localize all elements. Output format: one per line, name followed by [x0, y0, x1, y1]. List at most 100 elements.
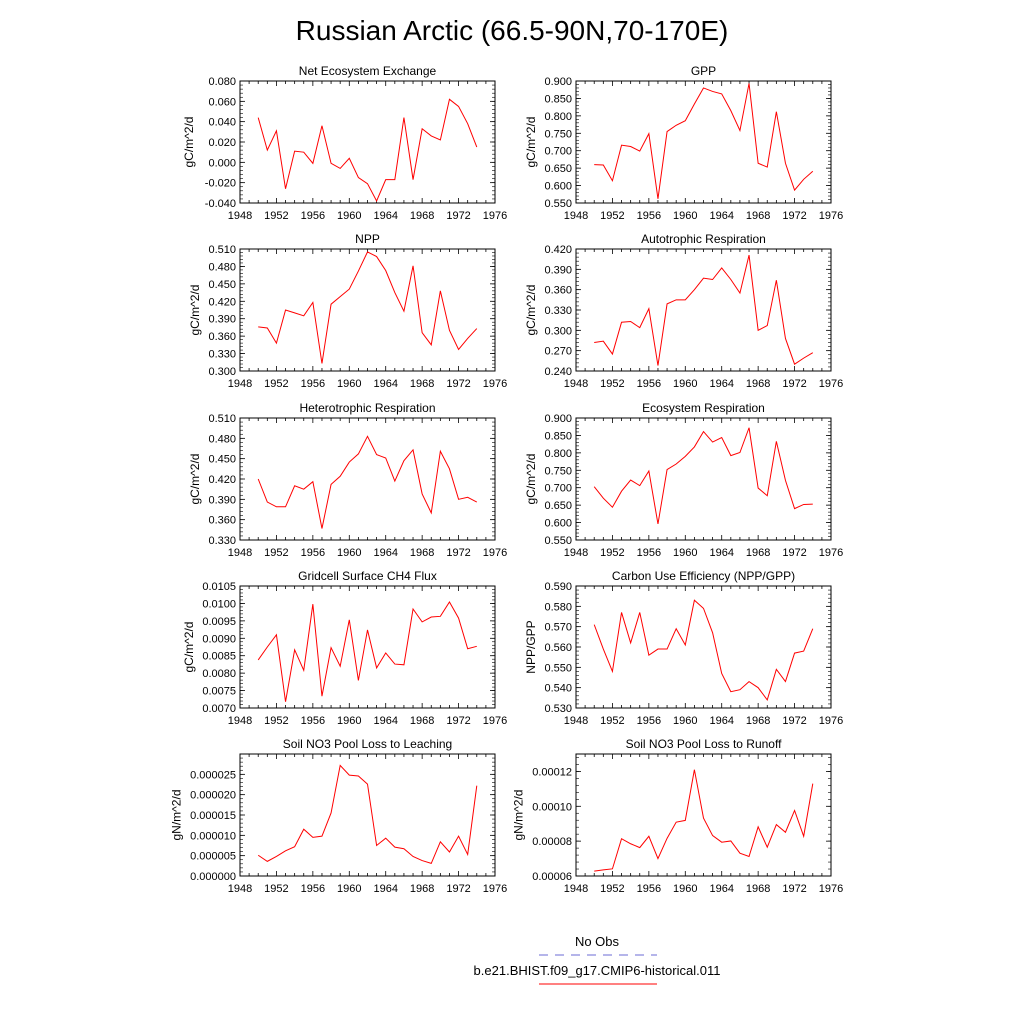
data-point [684, 643, 687, 646]
data-point [412, 264, 415, 267]
y-tick-label: 0.000000 [190, 871, 236, 883]
data-point [802, 357, 805, 360]
y-tick-label: 0.080 [208, 76, 236, 88]
x-tick-label: 1952 [264, 883, 288, 895]
x-tick-label: 1956 [301, 883, 325, 895]
data-point [457, 498, 460, 501]
y-axis-label: gC/m^2/d [182, 117, 196, 168]
data-point [775, 440, 778, 443]
y-tick-label: 0.00012 [532, 766, 572, 778]
data-point [811, 782, 814, 785]
plot-frame [575, 417, 832, 541]
data-point [738, 292, 741, 295]
data-point [384, 837, 387, 840]
x-tick-label: 1964 [709, 883, 733, 895]
data-point [284, 187, 287, 190]
data-point [302, 669, 305, 672]
y-tick-label: 0.550 [544, 662, 572, 674]
data-point [357, 774, 360, 777]
data-point [448, 601, 451, 604]
data-point [412, 855, 415, 858]
x-tick-label: 1948 [564, 378, 588, 390]
y-tick-label: 0.0085 [202, 651, 236, 663]
data-point [257, 854, 260, 857]
panel-title: GPP [691, 64, 716, 78]
data-point [638, 150, 641, 153]
data-point [647, 654, 650, 657]
data-point [357, 176, 360, 179]
y-tick-label: 0.650 [544, 163, 572, 175]
data-point [384, 178, 387, 181]
x-tick-label: 1972 [446, 547, 470, 559]
y-tick-label: 0.0075 [202, 686, 236, 698]
x-tick-label: 1964 [709, 547, 733, 559]
y-tick-label: 0.750 [544, 128, 572, 140]
data-point [611, 353, 614, 356]
y-axis-label: gN/m^2/d [169, 790, 183, 841]
data-point [656, 857, 659, 860]
data-point [439, 289, 442, 292]
data-point [293, 845, 296, 848]
data-point [602, 497, 605, 500]
data-point [257, 116, 260, 119]
data-point [629, 641, 632, 644]
panel-title: Heterotrophic Respiration [299, 401, 435, 415]
x-tick-label: 1952 [600, 547, 624, 559]
data-point [611, 179, 614, 182]
data-point [339, 167, 342, 170]
y-tick-label: 0.420 [544, 244, 572, 256]
data-point [302, 151, 305, 154]
x-tick-label: 1948 [564, 883, 588, 895]
x-tick-label: 1948 [228, 547, 252, 559]
data-point [266, 327, 269, 330]
x-tick-label: 1964 [709, 378, 733, 390]
data-point [448, 851, 451, 854]
data-point [784, 337, 787, 340]
y-tick-label: 0.850 [544, 93, 572, 105]
data-point [693, 599, 696, 602]
y-tick-label: 0.420 [208, 296, 236, 308]
data-point [330, 162, 333, 165]
x-tick-label: 1952 [600, 378, 624, 390]
data-point [348, 461, 351, 464]
x-tick-label: 1948 [228, 378, 252, 390]
data-point [375, 453, 378, 456]
data-point [466, 122, 469, 125]
x-tick-label: 1948 [564, 210, 588, 222]
x-tick-label: 1960 [673, 378, 697, 390]
data-point [666, 130, 669, 133]
data-point [402, 847, 405, 850]
data-point [784, 162, 787, 165]
data-point [275, 129, 278, 132]
data-point [384, 651, 387, 654]
x-tick-label: 1956 [637, 883, 661, 895]
data-point [738, 129, 741, 132]
panel-1: Net Ecosystem Exchange 1948 1952 1956 1960 19… [182, 64, 507, 222]
data-point [311, 836, 314, 839]
legend-obs-label: No Obs [575, 934, 620, 949]
data-point [629, 320, 632, 323]
data-point [357, 679, 360, 682]
y-tick-label: 0.000005 [190, 851, 236, 863]
data-point [593, 623, 596, 626]
y-tick-label: 0.390 [208, 494, 236, 506]
data-point [738, 451, 741, 454]
data-point [320, 695, 323, 698]
data-point [439, 450, 442, 453]
data-point [339, 475, 342, 478]
x-tick-label: 1952 [600, 715, 624, 727]
y-tick-label: 0.330 [208, 349, 236, 361]
plot-frame [575, 585, 832, 709]
data-point [611, 867, 614, 870]
x-tick-label: 1952 [264, 715, 288, 727]
data-point [766, 494, 769, 497]
data-point [439, 840, 442, 843]
data-point [457, 835, 460, 838]
data-point [602, 868, 605, 871]
data-point [702, 607, 705, 610]
y-tick-label: 0.750 [544, 465, 572, 477]
data-point [666, 648, 669, 651]
series-line [594, 769, 814, 872]
data-point [638, 846, 641, 849]
y-tick-label: 0.800 [544, 111, 572, 123]
